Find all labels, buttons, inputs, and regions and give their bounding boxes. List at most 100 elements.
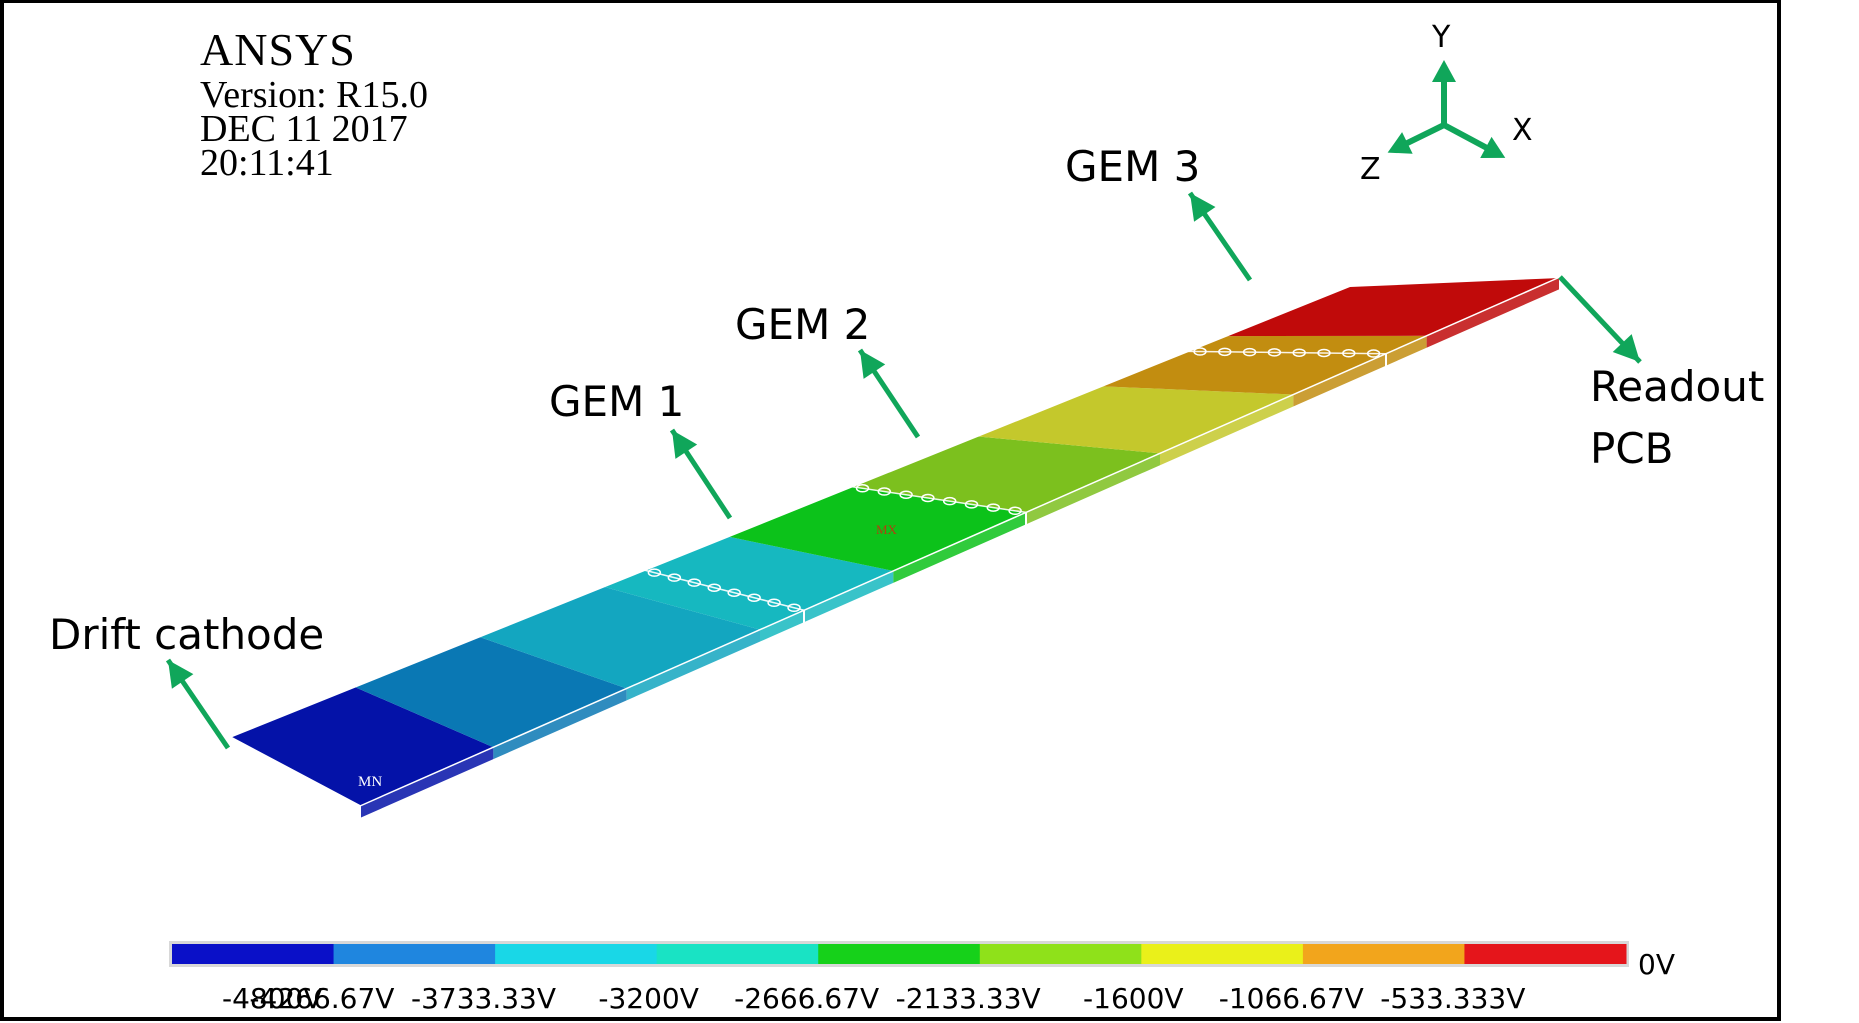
triad-x-label: X [1512,113,1533,148]
slab-front-edge [359,276,1561,807]
gem-holes [644,347,1387,624]
slab-potential-band [354,636,627,748]
slab-side-band [360,747,494,819]
triad-z-label: Z [1360,152,1381,187]
gem-hole [855,484,870,493]
slab-edges [229,275,1561,821]
legend-tick-label: -2666.67V [734,982,880,1015]
triad-head [1432,60,1456,82]
slab-potential-band [1225,277,1560,337]
gem-hole [1008,506,1022,516]
legend-swatch [1464,944,1627,964]
gem-foil-line [851,485,1027,514]
gem-hole [1242,347,1257,357]
legend-tick-label: -1600V [1083,982,1184,1015]
legend-swatch [1302,944,1465,964]
run-time: 20:11:41 [200,142,334,184]
slab-potential-band [976,386,1294,454]
gem-hole [727,588,741,597]
arrow-drift-cathode [165,658,231,750]
legend-tick-label: -533.333V [1380,982,1526,1015]
triad-y-label: Y [1432,20,1451,55]
slab-side-band [1426,277,1560,349]
max-marker: MX [876,522,898,537]
triad-y-axis [1432,60,1456,125]
gem-hole [1342,349,1356,358]
arrow-head [672,430,698,459]
gem-hole [667,573,682,582]
triad-head [1387,132,1413,154]
slab-side-band [1160,394,1294,467]
arrow-head [1612,334,1640,362]
slab-side-band [1293,335,1427,408]
gem-hole [1267,348,1282,357]
gem-hole [787,603,801,613]
arrow-head [860,350,886,379]
label-drift-cathode: Drift cathode [49,610,325,659]
legend-tick-label: -4266.67V [249,982,395,1015]
slab-side-band [760,570,894,643]
legend-swatch [1141,944,1304,964]
slab-side-band [893,512,1027,584]
legend-tick-label: -3200V [598,982,699,1015]
arrow-gem1 [669,428,733,520]
min-marker: MN [358,774,382,790]
legend-swatch [818,944,981,964]
detector-slab [230,277,1560,819]
legend-tick-label: -2133.33V [895,982,1041,1015]
legend-swatch [172,944,335,964]
legend-tick-label: 0V [1638,948,1675,981]
slab-potential-band [603,536,894,630]
gem-hole [921,493,935,503]
axis-triad [1387,60,1506,159]
gem-hole [1317,348,1331,358]
legend-colorbar [169,941,1629,967]
legend-tick-label: -3733.33V [410,982,557,1015]
label-gem3: GEM 3 [1065,142,1201,191]
gem-hole [1218,347,1232,357]
arrow-gem3 [1187,191,1253,282]
slab-side-band [626,629,760,702]
legend-swatch [656,944,819,964]
arrow-gem2 [857,348,921,439]
slab-potential-band [852,436,1160,513]
gem-hole [986,503,1001,512]
label-gem2: GEM 2 [735,300,871,349]
software-brand: ANSYS [200,24,356,75]
label-readout: Readout [1590,362,1765,411]
legend-swatch [495,944,658,964]
gem-foil-line [1187,350,1387,355]
triad-head [1480,136,1506,159]
slab-side-band [1026,453,1160,526]
slab-potential-band [478,586,760,689]
label-pcb: PCB [1590,424,1674,473]
software-version: Version: R15.0 [200,74,428,116]
arrow-readout [1558,275,1642,364]
gem-foil-line [644,569,805,611]
legend-swatch [333,944,496,964]
slab-side-band [493,688,627,761]
arrow-head [1190,193,1216,222]
gem-hole [1193,347,1207,356]
gem-hole [1366,349,1381,358]
gem-hole [767,598,781,607]
gem-hole [942,496,957,506]
right-margin [1781,0,1859,1023]
gem-hole [964,500,979,509]
gem-hole [747,593,761,602]
gem-hole [877,487,892,496]
slab-potential-band [727,486,1027,571]
gem-hole [899,490,913,499]
legend-tick-label: -4800V [222,982,323,1015]
legend-swatch [979,944,1142,964]
triad-z-axis [1387,122,1446,154]
triad-x-axis [1442,122,1506,159]
gem-hole [1292,348,1306,357]
run-date: DEC 11 2017 [200,108,408,150]
gem-hole [707,583,721,592]
gem-hole [647,568,662,577]
gem-hole [687,578,702,587]
software-info: ANSYS Version: R15.0 DEC 11 2017 20:11:4… [200,22,428,184]
callout-arrows [165,191,1642,750]
